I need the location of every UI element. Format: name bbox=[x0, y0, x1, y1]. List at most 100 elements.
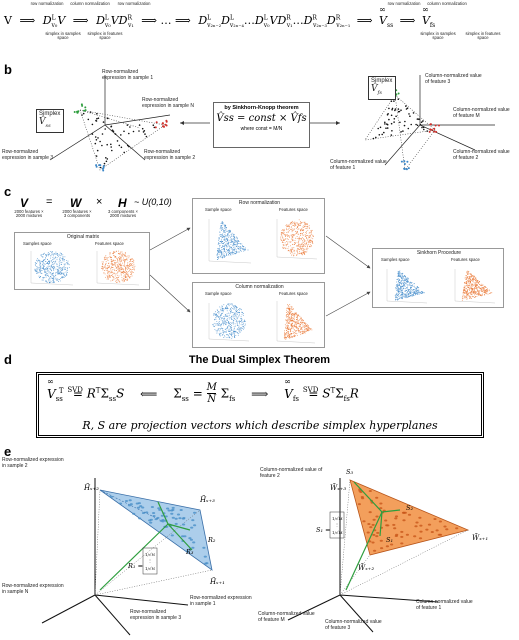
arrow-label-row-norm-2: row normalization bbox=[117, 1, 151, 6]
e-right-axis-feature2: Column-normalized value of feature 2 bbox=[260, 467, 323, 479]
section-e-left-plot: H̃ₛ₊₂ H̃ₛ₊₃ H̃ₛ₊₁ R₂ R₃ R₁ = 1/√N ⋮ 1/√N bbox=[41, 478, 225, 636]
b-left-axis-sample2: Row-normalized expression in sample 2 bbox=[144, 149, 196, 161]
svg-text:S₁ =: S₁ = bbox=[316, 526, 331, 534]
section-e-right-plot: S₃ S₂ S₁ W̃ₓ₊₃ W̃ₓ₊₁ W̃ₓ₊₂ S₁ = 1/√M ⋮ 1… bbox=[287, 468, 488, 633]
c-original-right-title: Features space bbox=[95, 241, 124, 246]
c-col-norm-features-cloud bbox=[276, 301, 316, 344]
c-col-norm-panel: Column normalization Sample space Featur… bbox=[192, 282, 325, 348]
eq-V: V bbox=[20, 196, 29, 210]
c-sinkhorn-panel: Sinkhorn Procedure Samples space Feature… bbox=[372, 248, 504, 308]
theorem-formula: V̂ss = const × V̂fs bbox=[216, 113, 307, 124]
theorem-title: by Sinkhorn-Knopp theorem bbox=[224, 105, 299, 111]
b-left-simplex-symbol: V̂ss bbox=[39, 116, 51, 129]
b-right-axis-featureM: Column-normalized value of feature M bbox=[453, 107, 510, 119]
b-right-axis-feature3: Column-normalized value of feature 3 bbox=[425, 73, 482, 85]
dual-simplex-caption: R, S are projection vectors which descri… bbox=[82, 419, 438, 432]
c-sinkhorn-left-title: Samples space bbox=[381, 257, 410, 262]
eq-distribution: ~ U(0,10) bbox=[134, 197, 172, 207]
svg-text:R₃: R₃ bbox=[185, 548, 194, 556]
svg-text:S₁: S₁ bbox=[386, 536, 393, 544]
eq-equals: = bbox=[46, 196, 53, 208]
e-right-axis-feature1: Column-normalized value of feature 1 bbox=[416, 599, 473, 611]
section-b-left-plot bbox=[49, 75, 171, 172]
svd-label-2: SVD bbox=[302, 385, 319, 394]
arrow-sublabel-features: simplex in features space bbox=[87, 31, 123, 41]
c-original-title: Original matrix bbox=[66, 234, 100, 240]
svg-text:R₂: R₂ bbox=[207, 536, 216, 544]
svg-text:1/√M: 1/√M bbox=[332, 530, 343, 535]
c-col-norm-right-title: Features space bbox=[279, 291, 308, 296]
e-left-axis-sample3: Row-normalized expression in sample 3 bbox=[130, 609, 182, 621]
c-row-norm-panel: Row normalization Sample space Features … bbox=[192, 198, 325, 274]
svg-text:R₁ =: R₁ = bbox=[127, 562, 143, 570]
e-left-axis-sample1: Row-normalized expression in sample 1 bbox=[190, 595, 252, 607]
eq-W-dims: 2000 features × 3 components bbox=[62, 209, 92, 219]
c-original-panel: Original matrix Samples space Features s… bbox=[14, 232, 150, 290]
sinkhorn-theorem-box: by Sinkhorn-Knopp theorem V̂ss = const ×… bbox=[213, 102, 310, 148]
c-row-norm-left-title: Sample space bbox=[205, 207, 232, 212]
theorem-where: where const = M/N bbox=[240, 126, 283, 132]
b-left-simplex-label: Simplex bbox=[39, 111, 61, 117]
svg-text:1/√N: 1/√N bbox=[145, 566, 155, 571]
c-original-left-title: Samples space bbox=[23, 241, 52, 246]
b-right-simplex-box: Simplex V̂fs bbox=[368, 76, 396, 100]
section-c-label: c bbox=[4, 184, 12, 199]
c-col-norm-left-title: Sample space bbox=[205, 291, 232, 296]
c-sinkhorn-right-title: Features space bbox=[451, 257, 480, 262]
b-left-axis-sample1: Row-normalized expression in sample 1 bbox=[102, 69, 154, 81]
section-a-formula: V ⟹ DLv₀V ⟹ DLv₀VDRv₁ ⟹ … ⟹ DLv₂ₙ₋₂DLv₂ₙ… bbox=[4, 5, 436, 30]
eq-W: W bbox=[70, 196, 82, 210]
b-right-simplex-symbol: V̂fs bbox=[371, 83, 382, 96]
eq-H: H bbox=[118, 196, 127, 210]
svg-text:H̃ₛ₊₁: H̃ₛ₊₁ bbox=[209, 578, 225, 586]
c-original-samples-cloud bbox=[30, 251, 74, 286]
arrow-label-row-norm-end: row normalization bbox=[387, 1, 421, 6]
b-left-simplex-box: Simplex V̂ss bbox=[36, 109, 64, 133]
b-left-axis-sample3: Row-normalized expression in sample 3 bbox=[2, 149, 54, 161]
e-left-axis-sample2: Row-normalized expression in sample 2 bbox=[2, 457, 64, 469]
c-row-norm-samples-cloud bbox=[208, 219, 252, 264]
svg-text:W̃ₓ₊₃: W̃ₓ₊₃ bbox=[330, 484, 346, 492]
svg-text:⋮: ⋮ bbox=[148, 558, 152, 563]
svg-text:S₂: S₂ bbox=[406, 504, 413, 512]
c-row-norm-right-title: Features space bbox=[279, 207, 308, 212]
arrow-label-col-norm-1: column normalization bbox=[70, 1, 110, 6]
arrow-label-col-norm-end: column normalization bbox=[427, 1, 467, 6]
svg-text:⋮: ⋮ bbox=[335, 522, 339, 527]
eq-H-dims: 3 components × 2000 mixtures bbox=[108, 209, 138, 219]
b-right-simplex-label: Simplex bbox=[371, 78, 393, 84]
e-left-axis-sampleN: Row-normalized expression in sample N bbox=[2, 583, 64, 595]
svg-text:S₃: S₃ bbox=[346, 468, 353, 476]
b-right-axis-feature1: Column-normalized value of feature 1 bbox=[330, 159, 387, 171]
eq-times: × bbox=[96, 196, 103, 208]
svg-text:H̃ₛ₊₂: H̃ₛ₊₂ bbox=[83, 484, 99, 492]
c-sinkhorn-features-cloud bbox=[454, 269, 496, 304]
svg-text:W̃ₓ₊₁: W̃ₓ₊₁ bbox=[472, 534, 488, 542]
svg-text:1/√N: 1/√N bbox=[145, 552, 155, 557]
theorem-arrows bbox=[180, 121, 340, 125]
section-d-label: d bbox=[4, 352, 12, 367]
b-right-axis-feature2: Column-normalized value of feature 2 bbox=[453, 149, 510, 161]
section-a: row normalization column normalization r… bbox=[0, 0, 519, 62]
c-row-norm-features-cloud bbox=[276, 219, 318, 260]
c-row-norm-title: Row normalization bbox=[238, 200, 281, 206]
c-sinkhorn-title: Sinkhorn Procedure bbox=[416, 250, 462, 256]
svd-label-1: SVD bbox=[67, 385, 83, 394]
c-original-features-cloud bbox=[96, 250, 140, 286]
section-b-right-plot bbox=[364, 75, 495, 171]
c-col-norm-title: Column normalization bbox=[235, 284, 284, 290]
arrow-sublabel-samples: simplex in samples space bbox=[45, 31, 81, 41]
arrow-label-row-norm-1: row normalization bbox=[30, 1, 64, 6]
svg-text:H̃ₛ₊₃: H̃ₛ₊₃ bbox=[199, 496, 215, 504]
svg-text:1/√M: 1/√M bbox=[332, 516, 343, 521]
c-sinkhorn-samples-cloud bbox=[386, 269, 428, 304]
c-equation: V = W × H ~ U(0,10) 2000 features × 2000… bbox=[14, 196, 180, 222]
eq-V-dims: 2000 features × 2000 mixtures bbox=[14, 209, 44, 219]
e-right-axis-feature3: Column-normalized value of feature 3 bbox=[325, 619, 382, 631]
b-left-axis-sampleN: Row-normalized expression in sample N bbox=[142, 97, 194, 109]
c-col-norm-samples-cloud bbox=[208, 303, 250, 342]
section-b-label: b bbox=[4, 62, 12, 77]
svg-text:W̃ₓ₊₂: W̃ₓ₊₂ bbox=[358, 564, 374, 572]
